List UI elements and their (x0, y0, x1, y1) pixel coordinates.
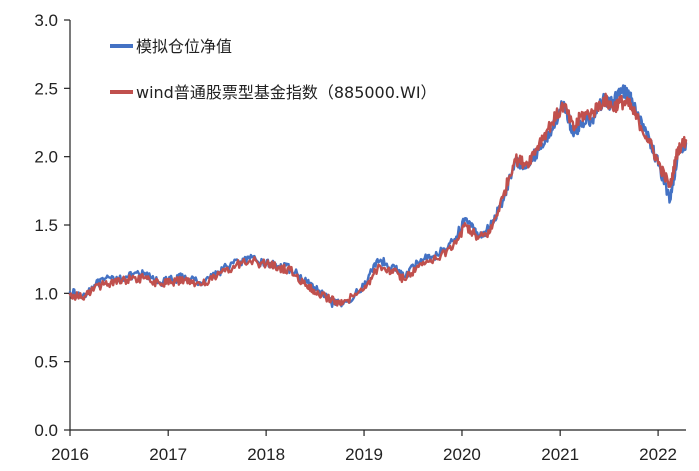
x-tick-label: 2021 (541, 445, 579, 464)
series-lines (68, 84, 688, 309)
legend-item-1: 模拟仓位净值 (110, 37, 232, 56)
series-line-1 (68, 84, 688, 309)
legend-item-2: wind普通股票型基金指数（885000.WI） (110, 83, 437, 102)
x-tick-label: 2018 (247, 445, 285, 464)
series-line-2 (68, 92, 688, 307)
x-tick-label: 2017 (149, 445, 187, 464)
x-tick-label: 2020 (443, 445, 481, 464)
legend-label-2: wind普通股票型基金指数（885000.WI） (136, 83, 437, 102)
y-tick-label: 2.0 (34, 148, 58, 167)
y-tick-label: 0.0 (34, 421, 58, 440)
y-tick-label: 1.0 (34, 284, 58, 303)
legend: 模拟仓位净值 wind普通股票型基金指数（885000.WI） (110, 37, 437, 102)
x-tick-label: 2019 (345, 445, 383, 464)
y-tick-label: 0.5 (34, 353, 58, 372)
x-tick-label: 2022 (639, 445, 677, 464)
legend-label-1: 模拟仓位净值 (136, 37, 232, 56)
y-tick-label: 2.5 (34, 79, 58, 98)
y-tick-label: 1.5 (34, 216, 58, 235)
axes: 0.0 0.5 1.0 1.5 2.0 2.5 3.0 2016 2017 2018 2019 202… (34, 11, 686, 464)
x-tick-label: 2016 (51, 445, 89, 464)
y-tick-label: 3.0 (34, 11, 58, 30)
